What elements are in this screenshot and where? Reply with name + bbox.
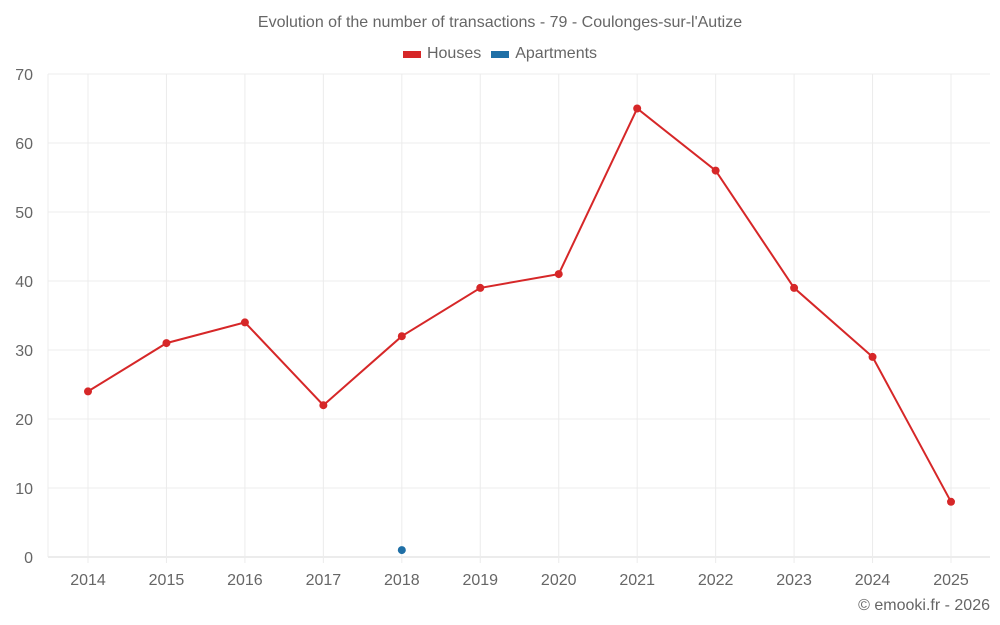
y-tick-label: 70 (15, 67, 33, 84)
x-tick-label: 2019 (462, 572, 498, 589)
apartments-swatch-icon (491, 50, 510, 58)
y-tick-label: 40 (15, 274, 33, 291)
data-point[interactable] (947, 497, 955, 506)
x-tick-label: 2014 (70, 572, 106, 589)
legend-item-houses[interactable]: Houses (402, 45, 482, 63)
data-point[interactable] (790, 283, 799, 292)
x-tick-label: 2016 (227, 572, 263, 589)
y-tick-label: 60 (15, 136, 33, 153)
x-tick-label: 2018 (384, 572, 420, 589)
data-point[interactable] (633, 104, 642, 113)
series-houses (84, 104, 955, 506)
x-tick-label: 2017 (306, 572, 342, 589)
data-point[interactable] (162, 339, 171, 348)
data-point[interactable] (711, 166, 720, 175)
y-tick-label: 50 (15, 205, 33, 222)
x-tick-label: 2024 (855, 572, 891, 589)
data-point[interactable] (554, 270, 563, 279)
chart-title: Evolution of the number of transactions … (257, 14, 743, 31)
houses-swatch-icon (402, 50, 421, 58)
y-tick-label: 0 (24, 550, 33, 567)
x-tick-label: 2025 (933, 572, 969, 589)
x-tick-label: 2015 (149, 572, 185, 589)
x-tick-label: 2020 (541, 572, 577, 589)
legend-label-apartments: Apartments (515, 45, 598, 62)
series-apartments (397, 546, 406, 555)
x-tick-label: 2021 (619, 572, 655, 589)
data-point[interactable] (240, 318, 249, 327)
y-tick-label: 10 (15, 481, 33, 498)
copyright-credit: © emooki.fr - 2026 (858, 597, 990, 614)
data-point[interactable] (397, 332, 406, 341)
data-point[interactable] (397, 546, 406, 555)
y-tick-label: 20 (15, 412, 33, 429)
data-point[interactable] (319, 401, 328, 410)
x-tick-label: 2022 (698, 572, 734, 589)
series-line (87, 106, 952, 503)
legend-label-houses: Houses (426, 45, 482, 62)
data-point[interactable] (476, 283, 485, 292)
data-point[interactable] (84, 387, 92, 396)
data-point[interactable] (868, 352, 877, 361)
y-tick-label: 30 (15, 343, 33, 360)
x-tick-label: 2023 (776, 572, 812, 589)
legend-item-apartments[interactable]: Apartments (491, 45, 597, 63)
legend: Houses Apartments (0, 45, 1000, 63)
